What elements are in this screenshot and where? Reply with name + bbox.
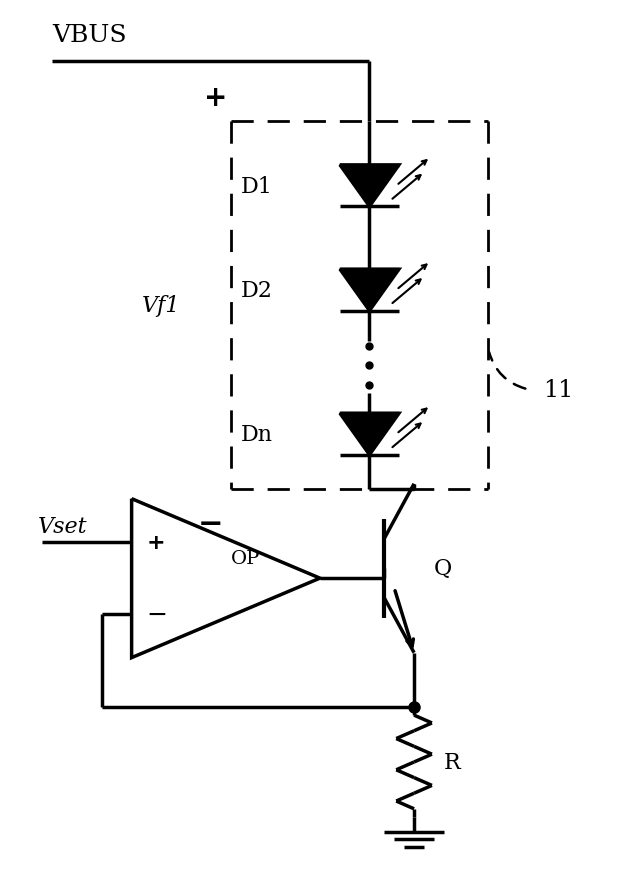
Text: 11: 11 — [543, 378, 573, 401]
Polygon shape — [340, 166, 399, 207]
Text: Vf1: Vf1 — [142, 294, 181, 316]
FancyArrowPatch shape — [489, 353, 525, 389]
Text: Vset: Vset — [37, 516, 87, 538]
Polygon shape — [340, 414, 399, 455]
Polygon shape — [340, 270, 399, 312]
Text: R: R — [444, 751, 460, 773]
Text: −: − — [146, 602, 167, 626]
Text: OP: OP — [231, 549, 260, 568]
Text: +: + — [147, 532, 166, 553]
Text: +: + — [204, 84, 227, 112]
Text: VBUS: VBUS — [52, 25, 127, 48]
Text: D1: D1 — [240, 175, 272, 198]
Text: Dn: Dn — [240, 424, 273, 446]
Text: −: − — [198, 509, 224, 538]
Text: Q: Q — [434, 557, 452, 579]
Text: D2: D2 — [240, 280, 272, 301]
